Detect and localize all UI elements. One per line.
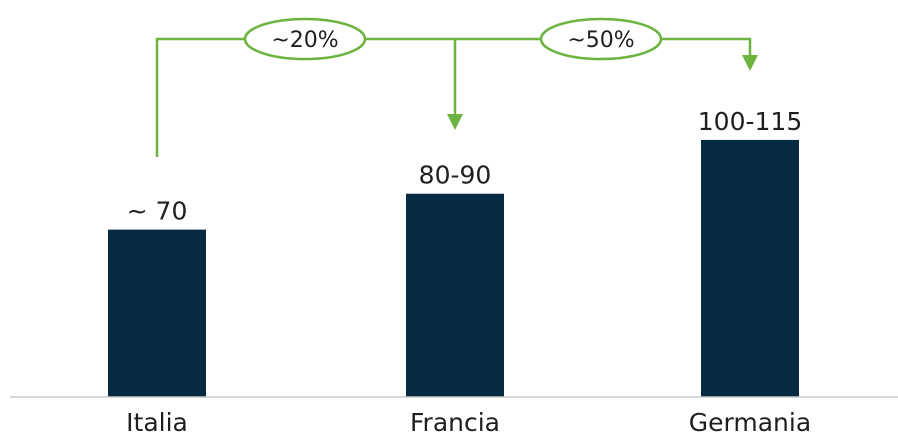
value-label-francia: 80-90 (419, 161, 492, 190)
bars-layer (108, 139, 799, 397)
category-labels-layer: Italia Francia Germania (126, 408, 811, 435)
annotation-connector-line (155, 37, 752, 157)
arrowhead-francia (447, 114, 463, 130)
category-label-italia: Italia (126, 408, 188, 435)
annotation-label-20: ~20% (271, 28, 338, 53)
category-label-francia: Francia (410, 408, 500, 435)
annotation-label-50: ~50% (567, 28, 634, 53)
bar-germania (701, 139, 799, 397)
bar-francia (406, 193, 504, 397)
growth-annotations (155, 17, 758, 157)
value-label-germania: 100-115 (698, 107, 802, 136)
category-label-germania: Germania (689, 408, 811, 435)
value-labels-layer: ~ 70 80-90 100-115 (127, 107, 803, 226)
annotation-oval-50 (539, 17, 663, 61)
value-label-italia: ~ 70 (127, 197, 188, 226)
arrowhead-germania (742, 55, 758, 71)
annotation-oval-20 (243, 17, 367, 61)
bar-italia (108, 229, 206, 397)
